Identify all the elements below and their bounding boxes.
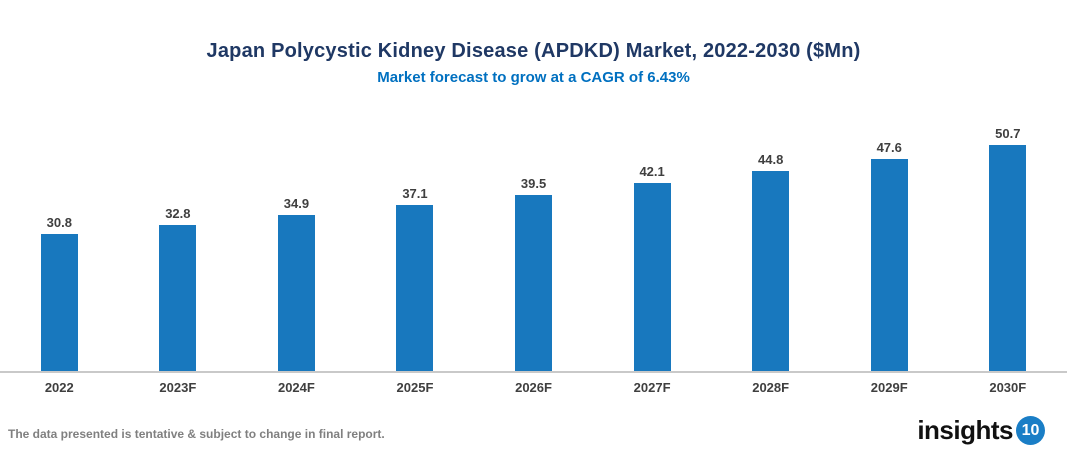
bar (277, 215, 315, 371)
bar-value-label: 44.8 (758, 152, 784, 167)
bar (752, 171, 790, 371)
logo-text: insights (917, 414, 1013, 445)
bar-value-label: 42.1 (639, 164, 665, 179)
bar-value-label: 32.8 (165, 206, 191, 221)
plot-area: 30.8 32.8 34.9 37.1 39.5 42.1 44.8 47.6 50.7 (0, 121, 1067, 373)
x-axis-label: 2023F (159, 380, 197, 395)
x-axis: 2022 2023F 2024F 2025F 2026F 2027F 2028F 2029F 2… (0, 373, 1067, 395)
bar-chart: 30.8 32.8 34.9 37.1 39.5 42.1 44.8 47.6 50.7 202… (0, 121, 1067, 395)
bar-value-label: 47.6 (876, 140, 902, 155)
bar-value-label: 34.9 (283, 196, 310, 211)
bar-value-label: 37.1 (402, 186, 428, 201)
bar (396, 205, 434, 371)
chart-column: 44.8 (711, 152, 830, 371)
disclaimer-text: The data presented is tentative & subjec… (8, 427, 385, 441)
chart-header: Japan Polycystic Kidney Disease (APDKD) … (0, 0, 1067, 88)
x-axis-label: 2022 (44, 380, 74, 395)
bar (989, 145, 1027, 371)
bar (40, 234, 78, 371)
bar (515, 195, 553, 371)
x-axis-label: 2029F (870, 380, 908, 395)
x-axis-label: 2027F (633, 380, 671, 395)
chart-title: Japan Polycystic Kidney Disease (APDKD) … (206, 40, 861, 62)
bar-value-label: 39.5 (520, 176, 547, 191)
x-axis-label: 2024F (277, 380, 315, 395)
x-axis-label: 2030F (989, 380, 1027, 395)
chart-column: 47.6 (830, 140, 949, 371)
bar (633, 183, 671, 371)
logo-badge: 10 (1016, 416, 1045, 445)
bar (159, 225, 197, 371)
chart-column: 37.1 (356, 186, 475, 371)
x-axis-label: 2025F (396, 380, 434, 395)
chart-column: 42.1 (593, 164, 712, 371)
chart-column: 39.5 (474, 176, 593, 371)
chart-column: 50.7 (949, 126, 1067, 371)
chart-subtitle: Market forecast to grow at a CAGR of 6.4… (377, 69, 690, 86)
x-axis-label: 2026F (515, 380, 552, 395)
bar-value-label: 50.7 (995, 126, 1021, 141)
insights10-logo: insights 10 (917, 414, 1045, 445)
x-axis-label: 2028F (752, 380, 790, 395)
footer: The data presented is tentative & subjec… (0, 396, 1067, 454)
chart-column: 34.9 (237, 196, 356, 371)
bar (870, 159, 908, 371)
chart-column: 30.8 (0, 215, 119, 371)
chart-column: 32.8 (119, 206, 238, 371)
bar-value-label: 30.8 (46, 215, 72, 230)
